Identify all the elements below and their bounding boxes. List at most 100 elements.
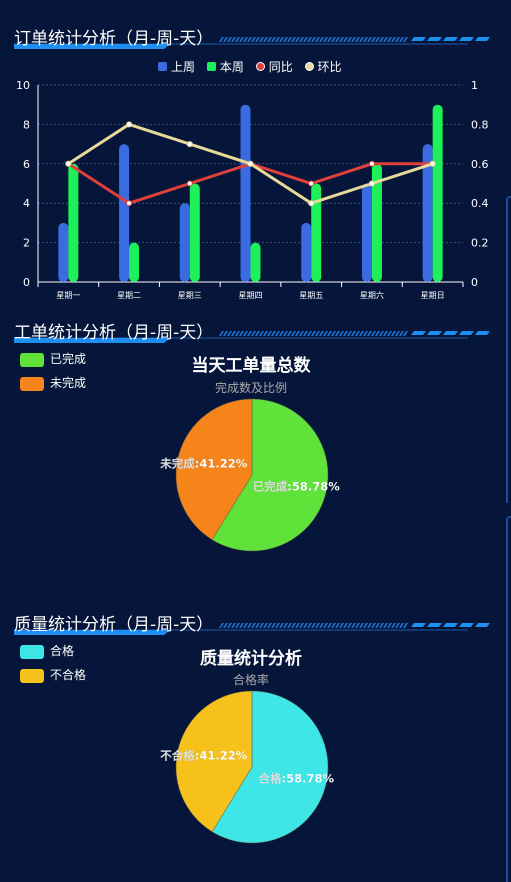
y2-tick-label: 0.4 — [471, 197, 489, 210]
header-stripe — [367, 331, 372, 336]
header-stripe — [363, 37, 368, 42]
header-stripe — [267, 37, 272, 42]
legend-item-fail[interactable]: 不合格 — [20, 668, 86, 692]
header-stripe — [263, 331, 268, 336]
point-mom — [429, 160, 436, 167]
header-stripe — [275, 331, 280, 336]
quality-section-header: 质量统计分析（月-周-天） — [0, 606, 505, 636]
bar-this-week — [68, 163, 79, 282]
header-stripe — [223, 331, 228, 336]
point-mom — [368, 180, 375, 187]
header-stripe — [379, 331, 384, 336]
header-stripe — [219, 37, 224, 42]
pie-data-label: 未完成:41.22% — [159, 457, 247, 471]
bar-this-week — [189, 183, 200, 282]
bar-last-week — [240, 104, 251, 282]
point-yoy — [308, 180, 315, 187]
header-stripe — [307, 331, 312, 336]
header-stripe — [339, 623, 344, 628]
header-stripe — [375, 37, 380, 42]
point-yoy — [186, 180, 193, 187]
header-stripe — [279, 623, 284, 628]
header-stripe — [223, 623, 228, 628]
header-stripe — [379, 623, 384, 628]
header-stripe — [243, 331, 248, 336]
header-stripe — [287, 331, 292, 336]
quality-pie-title: 质量统计分析 — [200, 649, 302, 669]
header-stripe — [295, 331, 300, 336]
header-stripe — [379, 37, 384, 42]
header-stripe — [403, 37, 408, 42]
header-stripe — [299, 37, 304, 42]
x-tick-label: 星期三 — [178, 291, 202, 300]
header-decoration — [14, 623, 490, 635]
legend-label-last-week: 上周 — [171, 60, 196, 74]
y2-tick-label: 0.2 — [471, 237, 489, 250]
header-stripe — [315, 331, 320, 336]
header-stripe — [371, 37, 376, 42]
legend-label-this-week: 本周 — [219, 60, 244, 74]
bar-last-week — [119, 144, 130, 282]
legend-item-mom[interactable]: 环比 — [304, 58, 342, 75]
header-stripe — [295, 37, 300, 42]
order-section-header: 订单统计分析（月-周-天） — [0, 20, 505, 50]
header-stripe — [323, 623, 328, 628]
header-stripe — [279, 37, 284, 42]
legend-item-this-week[interactable]: 本周 — [206, 58, 244, 75]
pie-slice — [211, 398, 329, 552]
header-stripe — [351, 623, 356, 628]
y2-tick-label: 1 — [471, 79, 478, 92]
header-stripe — [283, 331, 288, 336]
header-stripe — [339, 37, 344, 42]
header-stripe — [291, 623, 296, 628]
header-stripe — [299, 623, 304, 628]
header-stripe — [227, 331, 232, 336]
header-stripe — [255, 37, 260, 42]
header-stripe — [243, 37, 248, 42]
x-tick-label: 星期六 — [360, 290, 384, 300]
legend-item-completed[interactable]: 已完成 — [20, 352, 86, 376]
header-stripe — [303, 37, 308, 42]
header-stripe — [271, 331, 276, 336]
pie-slice — [211, 690, 329, 844]
bar-this-week — [250, 242, 261, 282]
header-stripe — [403, 331, 408, 336]
work-section-header: 工单统计分析（月-周-天） — [0, 314, 505, 344]
header-stripe — [359, 331, 364, 336]
header-stripe — [387, 331, 392, 336]
y-tick-label: 10 — [16, 79, 30, 92]
header-stripe — [251, 37, 256, 42]
header-stripe — [303, 331, 308, 336]
legend-label-fail: 不合格 — [50, 668, 87, 682]
work-section-title: 工单统计分析（月-周-天） — [14, 323, 214, 343]
header-stripe — [259, 37, 264, 42]
header-stripe — [311, 37, 316, 42]
bar-this-week — [311, 183, 322, 282]
header-stripe — [311, 331, 316, 336]
legend-item-last-week[interactable]: 上周 — [158, 58, 195, 75]
header-stripe — [231, 37, 236, 42]
header-stripe — [391, 37, 396, 42]
legend-item-incomplete[interactable]: 未完成 — [20, 376, 86, 400]
legend-item-pass[interactable]: 合格 — [20, 644, 86, 668]
header-stripe — [335, 331, 340, 336]
header-stripe — [383, 331, 388, 336]
pie-data-label: 不合格:41.22% — [160, 749, 247, 763]
header-stripe — [231, 623, 236, 628]
header-stripe — [239, 331, 244, 336]
header-stripe — [275, 623, 280, 628]
header-decoration — [14, 37, 490, 49]
x-tick-label: 星期日 — [421, 291, 445, 300]
y2-tick-label: 0.8 — [471, 118, 489, 131]
point-yoy — [368, 160, 375, 167]
bar-this-week — [129, 242, 140, 282]
header-stripe — [387, 37, 392, 42]
header-stripe — [327, 37, 332, 42]
legend-item-yoy[interactable]: 同比 — [255, 58, 293, 75]
header-stripe — [263, 37, 268, 42]
work-pie-legend: 已完成 未完成 — [20, 352, 86, 400]
header-stripe — [319, 623, 324, 628]
header-stripe — [399, 37, 404, 42]
header-stripe — [371, 623, 376, 628]
header-stripe — [279, 331, 284, 336]
